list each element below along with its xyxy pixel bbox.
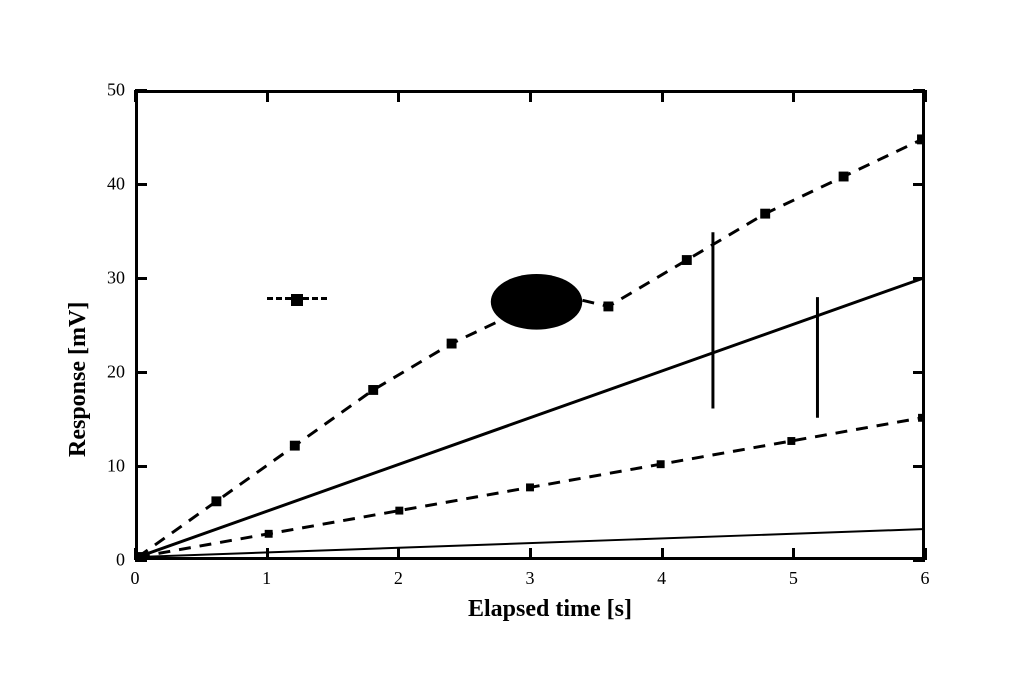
y-tick-right — [913, 465, 925, 468]
legend-swatch — [267, 297, 327, 300]
y-tick — [135, 465, 147, 468]
x-tick — [661, 548, 664, 560]
y-tick — [135, 183, 147, 186]
x-tick-top — [792, 90, 795, 102]
x-tick-top — [397, 90, 400, 102]
series-upper-dashed — [138, 139, 922, 557]
series-upper-dashed-marker — [290, 441, 300, 451]
legend-marker-square-icon — [291, 294, 303, 306]
plot-frame — [135, 90, 925, 560]
x-tick-label: 1 — [262, 568, 271, 589]
series-upper-dashed-marker — [368, 385, 378, 395]
y-tick — [135, 559, 147, 562]
x-axis-label: Elapsed time [s] — [390, 596, 710, 623]
series-lower-dashed-marker — [526, 483, 534, 491]
series-lower-dashed-marker — [918, 414, 922, 422]
series-upper-dashed-marker — [917, 134, 922, 144]
y-tick-label: 50 — [107, 80, 125, 101]
series-lower-dashed-marker — [395, 507, 403, 515]
x-tick-label: 3 — [526, 568, 535, 589]
x-tick-top — [266, 90, 269, 102]
series-upper-dashed-marker — [760, 209, 770, 219]
x-tick-top — [661, 90, 664, 102]
legend — [267, 297, 335, 304]
x-tick — [266, 548, 269, 560]
y-tick — [135, 89, 147, 92]
y-tick-right — [913, 277, 925, 280]
chart-stage: Response [mV] Elapsed time [s] 0 1 2 3 4 5 6 0 1… — [0, 0, 1024, 697]
x-tick — [792, 548, 795, 560]
y-tick-right — [913, 183, 925, 186]
series-upper-dashed-marker — [447, 339, 457, 349]
x-tick — [529, 548, 532, 560]
y-tick-label: 30 — [107, 268, 125, 289]
y-tick-label: 0 — [116, 550, 125, 571]
y-axis-label: Response [mV] — [65, 301, 92, 456]
y-tick-right — [913, 371, 925, 374]
series-upper-dashed-marker — [211, 496, 221, 506]
x-tick-label: 5 — [789, 568, 798, 589]
y-tick — [135, 371, 147, 374]
annotation-blob — [491, 274, 582, 330]
x-tick-label: 2 — [394, 568, 403, 589]
legend-row — [267, 297, 335, 300]
series-lower-dashed-marker — [787, 437, 795, 445]
x-tick-label: 4 — [657, 568, 666, 589]
series-lower-dashed-marker — [265, 530, 273, 538]
x-tick — [397, 548, 400, 560]
plot-svg — [138, 93, 922, 557]
y-tick-right — [913, 89, 925, 92]
y-tick — [135, 277, 147, 280]
y-tick-label: 20 — [107, 362, 125, 383]
series-upper-dashed-marker — [682, 255, 692, 265]
x-tick-top — [529, 90, 532, 102]
series-upper-dashed-marker — [839, 172, 849, 182]
y-tick-label: 10 — [107, 456, 125, 477]
y-tick-right — [913, 559, 925, 562]
x-tick-label: 6 — [921, 568, 930, 589]
series-upper-dashed-marker — [603, 302, 613, 312]
y-tick-label: 40 — [107, 174, 125, 195]
x-tick-label: 0 — [131, 568, 140, 589]
series-lower-dashed-marker — [657, 460, 665, 468]
